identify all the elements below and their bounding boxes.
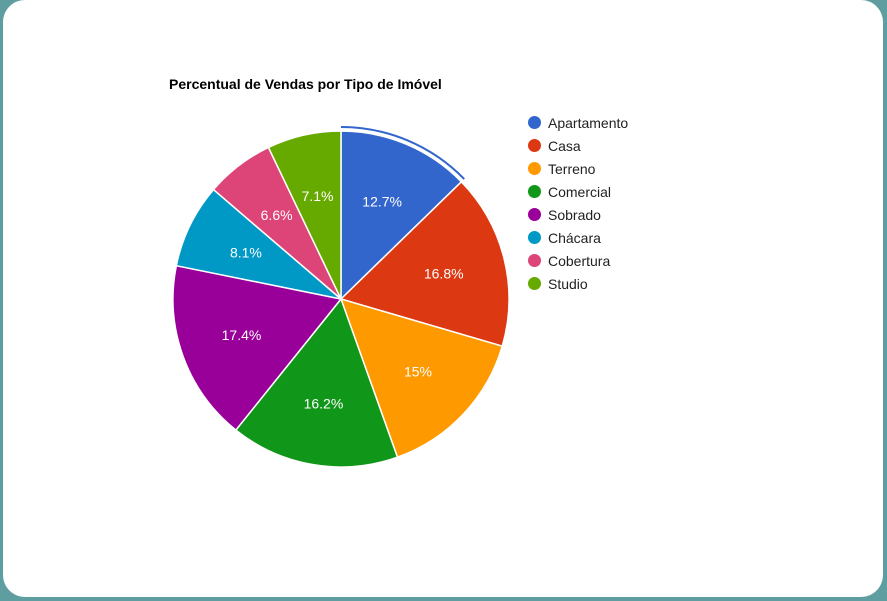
legend-swatch xyxy=(528,116,541,129)
legend-swatch xyxy=(528,139,541,152)
pie-slice-casa[interactable] xyxy=(339,180,510,348)
slice-label-chacara: 8.1% xyxy=(230,245,262,261)
chart-title: Percentual de Vendas por Tipo de Imóvel xyxy=(169,76,442,92)
pie-slice-comercial[interactable] xyxy=(234,297,399,468)
legend-swatch xyxy=(528,185,541,198)
slice-label-sobrado: 17.4% xyxy=(222,327,262,343)
slice-label-apartamento: 12.7% xyxy=(362,193,402,209)
pie-slice-studio[interactable] xyxy=(267,130,342,300)
legend-item-terreno[interactable]: Terreno xyxy=(528,157,628,180)
legend-label: Apartamento xyxy=(548,114,629,131)
legend-swatch xyxy=(528,162,541,175)
pie-slice-terreno[interactable] xyxy=(339,297,504,459)
pie-slice-apartamento[interactable] xyxy=(340,130,463,301)
chart-legend: Apartamento Casa Terreno Comercial Sobrado Ch… xyxy=(528,111,628,295)
slice-label-terreno: 15% xyxy=(404,364,432,380)
legend-label: Casa xyxy=(548,137,581,154)
slice-label-comercial: 16.2% xyxy=(304,395,344,411)
legend-item-studio[interactable]: Studio xyxy=(528,272,628,295)
legend-item-chacara[interactable]: Chácara xyxy=(528,226,628,249)
legend-item-sobrado[interactable]: Sobrado xyxy=(528,203,628,226)
legend-label: Studio xyxy=(548,275,588,292)
legend-label: Chácara xyxy=(548,229,601,246)
legend-swatch xyxy=(528,254,541,267)
legend-item-comercial[interactable]: Comercial xyxy=(528,180,628,203)
legend-label: Comercial xyxy=(548,183,612,200)
slice-label-studio: 7.1% xyxy=(302,188,334,204)
legend-swatch xyxy=(528,208,541,221)
legend-item-apartamento[interactable]: Apartamento xyxy=(528,111,628,134)
legend-item-cobertura[interactable]: Cobertura xyxy=(528,249,628,272)
highlight-ring xyxy=(340,126,465,180)
legend-swatch xyxy=(528,277,541,290)
legend-item-casa[interactable]: Casa xyxy=(528,134,628,157)
slice-label-cobertura: 6.6% xyxy=(261,207,293,223)
legend-swatch xyxy=(528,231,541,244)
pie-slice-sobrado[interactable] xyxy=(172,264,343,432)
slice-label-casa: 16.8% xyxy=(424,265,464,281)
legend-label: Cobertura xyxy=(548,252,611,269)
legend-label: Sobrado xyxy=(548,206,601,223)
legend-label: Terreno xyxy=(548,160,596,177)
